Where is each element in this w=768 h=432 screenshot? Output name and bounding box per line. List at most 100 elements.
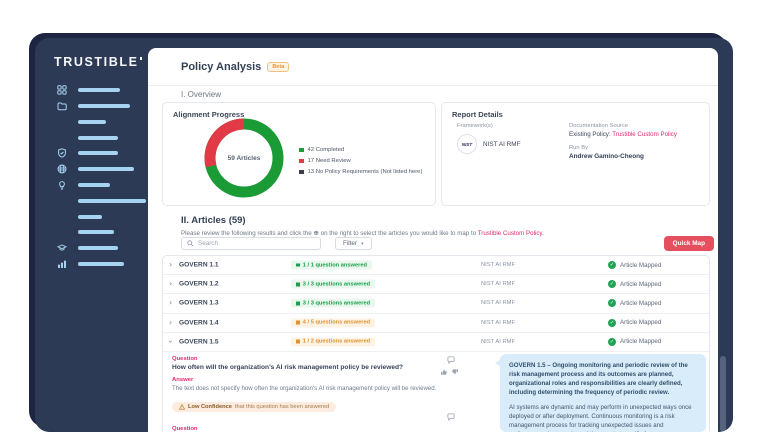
framework-name: NIST AI RMF — [481, 338, 516, 345]
custom-policy-link[interactable]: Trustible Custom Policy — [612, 131, 677, 138]
table-row-govern-1-1[interactable]: › GOVERN 1.1 1 / 1 question answered NIS… — [163, 256, 709, 276]
check-circle-icon: ✓ — [608, 299, 616, 308]
chevron-right-icon[interactable]: › — [169, 260, 173, 270]
badge-square-icon — [296, 301, 300, 306]
bar-chart-icon — [58, 260, 66, 268]
table-row-govern-1-5[interactable]: › GOVERN 1.5 1 / 2 questions answered NI… — [163, 333, 709, 352]
check-circle-icon: ✓ — [608, 337, 616, 346]
table-row-govern-1-3[interactable]: › GOVERN 1.3 3 / 3 questions answered NI… — [163, 294, 709, 314]
shield-check-icon — [58, 148, 66, 158]
legend-item: 13 No Policy Requirements (Not listed he… — [299, 169, 422, 175]
article-mapped-status: ✓ Article Mapped — [608, 318, 662, 327]
sidebar-item[interactable] — [78, 117, 106, 127]
search-placeholder: Search — [198, 240, 218, 247]
filter-dropdown[interactable]: Filter ▾ — [335, 237, 372, 250]
article-id: GOVERN 1.5 — [179, 338, 219, 346]
lightbulb-icon — [59, 181, 65, 190]
search-input[interactable]: Search — [181, 237, 321, 250]
page-header: Policy Analysis Beta — [181, 61, 290, 73]
sidebar-item-global[interactable] — [57, 164, 134, 174]
framework-name: NIST AI RMF — [481, 319, 516, 326]
sidebar-item[interactable] — [78, 133, 118, 143]
article-description: GOVERN 1.5 – Ongoing monitoring and peri… — [509, 361, 688, 397]
framework-name: NIST AI RMF — [483, 140, 521, 148]
question-answer-column: Question How often will the organization… — [172, 356, 472, 432]
framework-name: NIST AI RMF — [481, 300, 516, 307]
answer-label: Answer — [172, 376, 194, 383]
circled-plus-icon: ⊕ — [313, 229, 319, 237]
table-row-govern-1-4[interactable]: › GOVERN 1.4 4 / 5 questions answered NI… — [163, 314, 709, 333]
low-confidence-badge: Low Confidence that this question has be… — [172, 401, 337, 412]
chevron-down-icon[interactable]: › — [166, 339, 176, 343]
chevron-right-icon[interactable]: › — [169, 279, 173, 289]
sidebar-label-bar — [78, 183, 110, 187]
article-mapped-status: ✓ Article Mapped — [608, 299, 662, 308]
badge-square-icon — [296, 263, 300, 267]
questions-answered-badge: 3 / 3 questions answered — [291, 279, 376, 289]
sidebar-label-bar — [78, 215, 102, 219]
questions-answered-badge: 3 / 3 questions answered — [291, 298, 376, 308]
folder-icon — [57, 102, 67, 111]
comment-icon[interactable] — [447, 413, 455, 421]
header-divider — [148, 85, 718, 86]
thumbs-up-icon[interactable] — [440, 368, 448, 376]
framework-row: NIST NIST AI RMF — [457, 134, 521, 154]
report-details-card: Report Details Framework(s) NIST NIST AI… — [441, 102, 710, 206]
thumbs-down-icon[interactable] — [451, 368, 459, 376]
sidebar-item[interactable] — [78, 196, 146, 206]
sidebar-label-bar — [78, 151, 118, 155]
doc-source-value: Existing Policy: Trustible Custom Policy — [569, 131, 677, 138]
table-row-govern-1-2[interactable]: › GOVERN 1.2 3 / 3 questions answered NI… — [163, 275, 709, 295]
framework-name: NIST AI RMF — [481, 262, 516, 269]
chevron-right-icon[interactable]: › — [169, 317, 173, 327]
search-icon — [187, 240, 194, 247]
alignment-card-title: Alignment Progress — [173, 110, 245, 119]
article-id: GOVERN 1.4 — [179, 319, 219, 327]
grid-icon — [57, 85, 67, 95]
warning-icon — [179, 403, 185, 410]
main-panel: Policy Analysis Beta I. Overview Alignme… — [148, 48, 718, 432]
badge-square-icon — [296, 282, 300, 287]
sidebar-label-bar — [78, 104, 130, 108]
globe-icon — [57, 164, 67, 174]
legend-item: 17 Need Review — [299, 158, 422, 164]
expanded-article-detail: Question How often will the organization… — [163, 352, 709, 432]
alignment-progress-card: Alignment Progress 59 Articles 42 Comple… — [162, 102, 436, 206]
article-info-panel: GOVERN 1.5 – Ongoing monitoring and peri… — [495, 353, 706, 432]
custom-policy-link[interactable]: Trustible Custom Policy — [477, 230, 543, 237]
report-meta-block: Documentation Source Existing Policy: Tr… — [569, 123, 677, 160]
articles-table: › GOVERN 1.1 1 / 1 question answered NIS… — [162, 255, 710, 432]
legend-item: 42 Completed — [299, 147, 422, 153]
donut-red-arc — [204, 118, 284, 198]
run-by-name: Andrew Gamino-Cheong — [569, 153, 644, 160]
comment-icon[interactable] — [447, 356, 455, 364]
sidebar-item[interactable] — [78, 227, 114, 237]
article-mapped-status: ✓ Article Mapped — [608, 337, 662, 346]
sidebar-item-compliance[interactable] — [57, 148, 118, 158]
legend-square-icon — [299, 158, 304, 164]
frameworks-block: Framework(s) NIST NIST AI RMF — [457, 123, 521, 154]
answer-text: The text does not specify how often the … — [172, 384, 437, 392]
question-text: How often will the organization's AI ris… — [172, 363, 404, 371]
sidebar-item-reports[interactable] — [57, 259, 124, 269]
quick-map-button[interactable]: Quick Map — [663, 236, 714, 251]
article-id: GOVERN 1.1 — [179, 261, 219, 269]
sidebar-item[interactable] — [78, 212, 102, 222]
article-mapped-status: ✓ Article Mapped — [608, 280, 662, 289]
beta-badge: Beta — [267, 62, 290, 72]
sidebar-label-bar — [78, 230, 114, 234]
legend-square-icon — [299, 147, 304, 153]
sidebar-label-bar — [78, 246, 118, 250]
scrollbar-thumb[interactable] — [720, 356, 726, 432]
sidebar-item-training[interactable] — [57, 243, 118, 253]
sidebar-item-folder[interactable] — [57, 101, 130, 111]
sidebar-item-dashboard[interactable] — [57, 85, 120, 95]
check-circle-icon: ✓ — [608, 280, 616, 289]
logo-trademark-dot — [139, 57, 143, 60]
sidebar: TRUSTIBLE — [35, 38, 148, 432]
sidebar-item-insights[interactable] — [57, 180, 110, 190]
chevron-right-icon[interactable]: › — [169, 298, 173, 308]
run-by-label: Run By — [569, 145, 589, 151]
questions-answered-badge: 4 / 5 questions answered — [291, 318, 376, 328]
